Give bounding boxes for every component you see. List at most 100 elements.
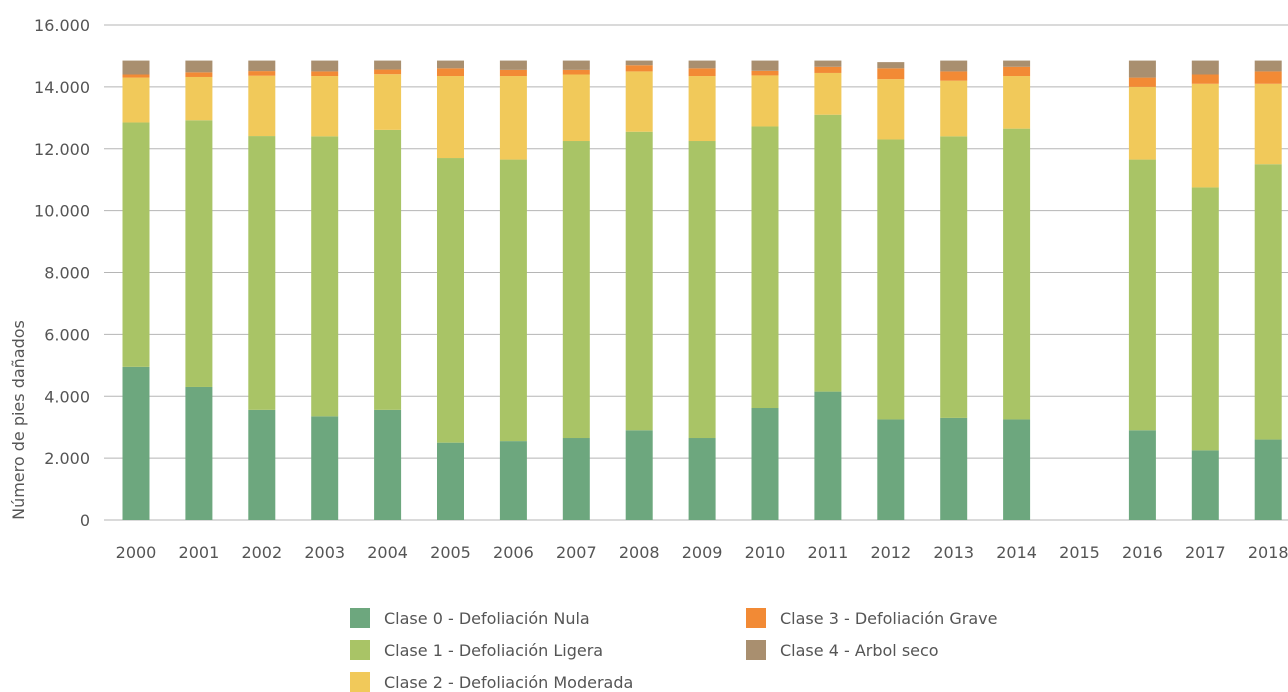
y-axis-label: Número de pies dañados (9, 320, 28, 520)
bar-segment (185, 76, 213, 121)
x-tick-label: 2001 (179, 543, 220, 562)
bar-segment (688, 68, 716, 77)
bar-segment (122, 366, 150, 520)
y-tick-label: 6.000 (44, 325, 90, 344)
x-tick-label: 2002 (241, 543, 282, 562)
bar-segment (1254, 439, 1282, 520)
x-tick-label: 2010 (745, 543, 786, 562)
x-tick-label: 2012 (870, 543, 911, 562)
legend-label-clase-2: Clase 2 - Defoliación Moderada (384, 672, 634, 692)
bar-segment (1128, 159, 1156, 431)
bar-segment (688, 76, 716, 142)
bar-segment (122, 122, 150, 367)
x-tick-label: 2006 (493, 543, 534, 562)
bar-segment (374, 69, 402, 75)
stacked-bar-chart: 0 2.000 4.000 6.000 8.000 10.000 12.000 14.000 1… (9, 16, 1288, 562)
bar-segment (437, 60, 464, 69)
bar-segment (877, 139, 905, 420)
bar-segment (688, 438, 716, 520)
legend-item-clase-4: Clase 4 - Arbol seco (746, 640, 939, 660)
bar-segment (688, 60, 716, 69)
bar-segment (1191, 74, 1219, 84)
bar-segment (940, 136, 968, 418)
bar-segment (1254, 71, 1282, 84)
bar-segment (499, 441, 527, 520)
bar-segment (940, 80, 968, 137)
bar-segment (1254, 60, 1282, 72)
bar-segment (437, 442, 464, 520)
bar-segment (248, 136, 276, 410)
bar-segment (940, 60, 968, 72)
y-tick-label: 2.000 (44, 449, 90, 468)
bar-segment (562, 141, 590, 439)
x-tick-label: 2009 (682, 543, 723, 562)
x-tick-label: 2015 (1059, 543, 1100, 562)
bar-segment (625, 131, 653, 431)
bar-segment (185, 386, 213, 520)
bar-segment (1191, 187, 1219, 451)
bar-segment (562, 74, 590, 142)
y-tick-label: 4.000 (44, 387, 90, 406)
bar-segment (1128, 430, 1156, 520)
bar-segment (1128, 77, 1156, 87)
bar-segment (185, 120, 213, 387)
bar-segment (374, 60, 402, 70)
bar-segment (625, 60, 653, 66)
bar-segment (562, 69, 590, 75)
y-tick-label: 10.000 (34, 202, 90, 221)
y-tick-label: 0 (80, 511, 90, 530)
legend-label-clase-3: Clase 3 - Defoliación Grave (780, 608, 998, 628)
y-tick-label: 16.000 (34, 16, 90, 35)
legend-swatch-clase-4 (746, 640, 766, 660)
bar-segment (437, 68, 464, 77)
bar-segment (499, 159, 527, 442)
bar-segment (877, 62, 905, 69)
x-tick-label: 2017 (1185, 543, 1226, 562)
bar-segment (437, 158, 464, 443)
bar-segment (1191, 83, 1219, 188)
legend-label-clase-0: Clase 0 - Defoliación Nula (384, 608, 590, 628)
bar-segment (751, 75, 779, 127)
bar-segment (877, 68, 905, 80)
bar-segment (1128, 60, 1156, 78)
x-tick-label: 2000 (116, 543, 157, 562)
bar-segment (625, 71, 653, 132)
bar-segment (374, 409, 402, 520)
bar-segment (185, 72, 213, 77)
x-tick-label: 2011 (808, 543, 849, 562)
y-tick-label: 12.000 (34, 140, 90, 159)
bar-segment (940, 71, 968, 81)
legend-label-clase-1: Clase 1 - Defoliación Ligera (384, 640, 604, 660)
bar-segment (751, 70, 779, 76)
bar-segment (248, 60, 276, 72)
bar-segment (1003, 419, 1031, 520)
x-tick-label: 2014 (996, 543, 1037, 562)
bar-segment (625, 430, 653, 520)
bar-segment (814, 114, 842, 392)
bar-segment (814, 60, 842, 67)
bar-segment (562, 60, 590, 70)
bar-segment (499, 69, 527, 77)
bar-segment (814, 391, 842, 520)
bar-segment (688, 141, 716, 439)
bar-segment (1254, 164, 1282, 440)
x-tick-label: 2016 (1122, 543, 1163, 562)
legend-item-clase-1: Clase 1 - Defoliación Ligera (350, 640, 603, 660)
bar-segment (248, 71, 276, 76)
legend-item-clase-2: Clase 2 - Defoliación Moderada (350, 672, 633, 692)
bar-segment (499, 76, 527, 160)
bar-segment (940, 417, 968, 520)
bar-segment (122, 74, 150, 78)
x-tick-label: 2018 (1248, 543, 1288, 562)
bar-segment (499, 60, 527, 70)
bar-segment (751, 60, 779, 71)
bar-segment (625, 65, 653, 72)
bar-segment (374, 129, 402, 410)
bar-segment (437, 76, 464, 159)
x-tick-label: 2013 (933, 543, 974, 562)
bar-segment (185, 60, 213, 73)
bar-segment (751, 126, 779, 409)
legend-swatch-clase-1 (350, 640, 370, 660)
legend-item-clase-3: Clase 3 - Defoliación Grave (746, 608, 997, 628)
bar-segment (562, 438, 590, 520)
